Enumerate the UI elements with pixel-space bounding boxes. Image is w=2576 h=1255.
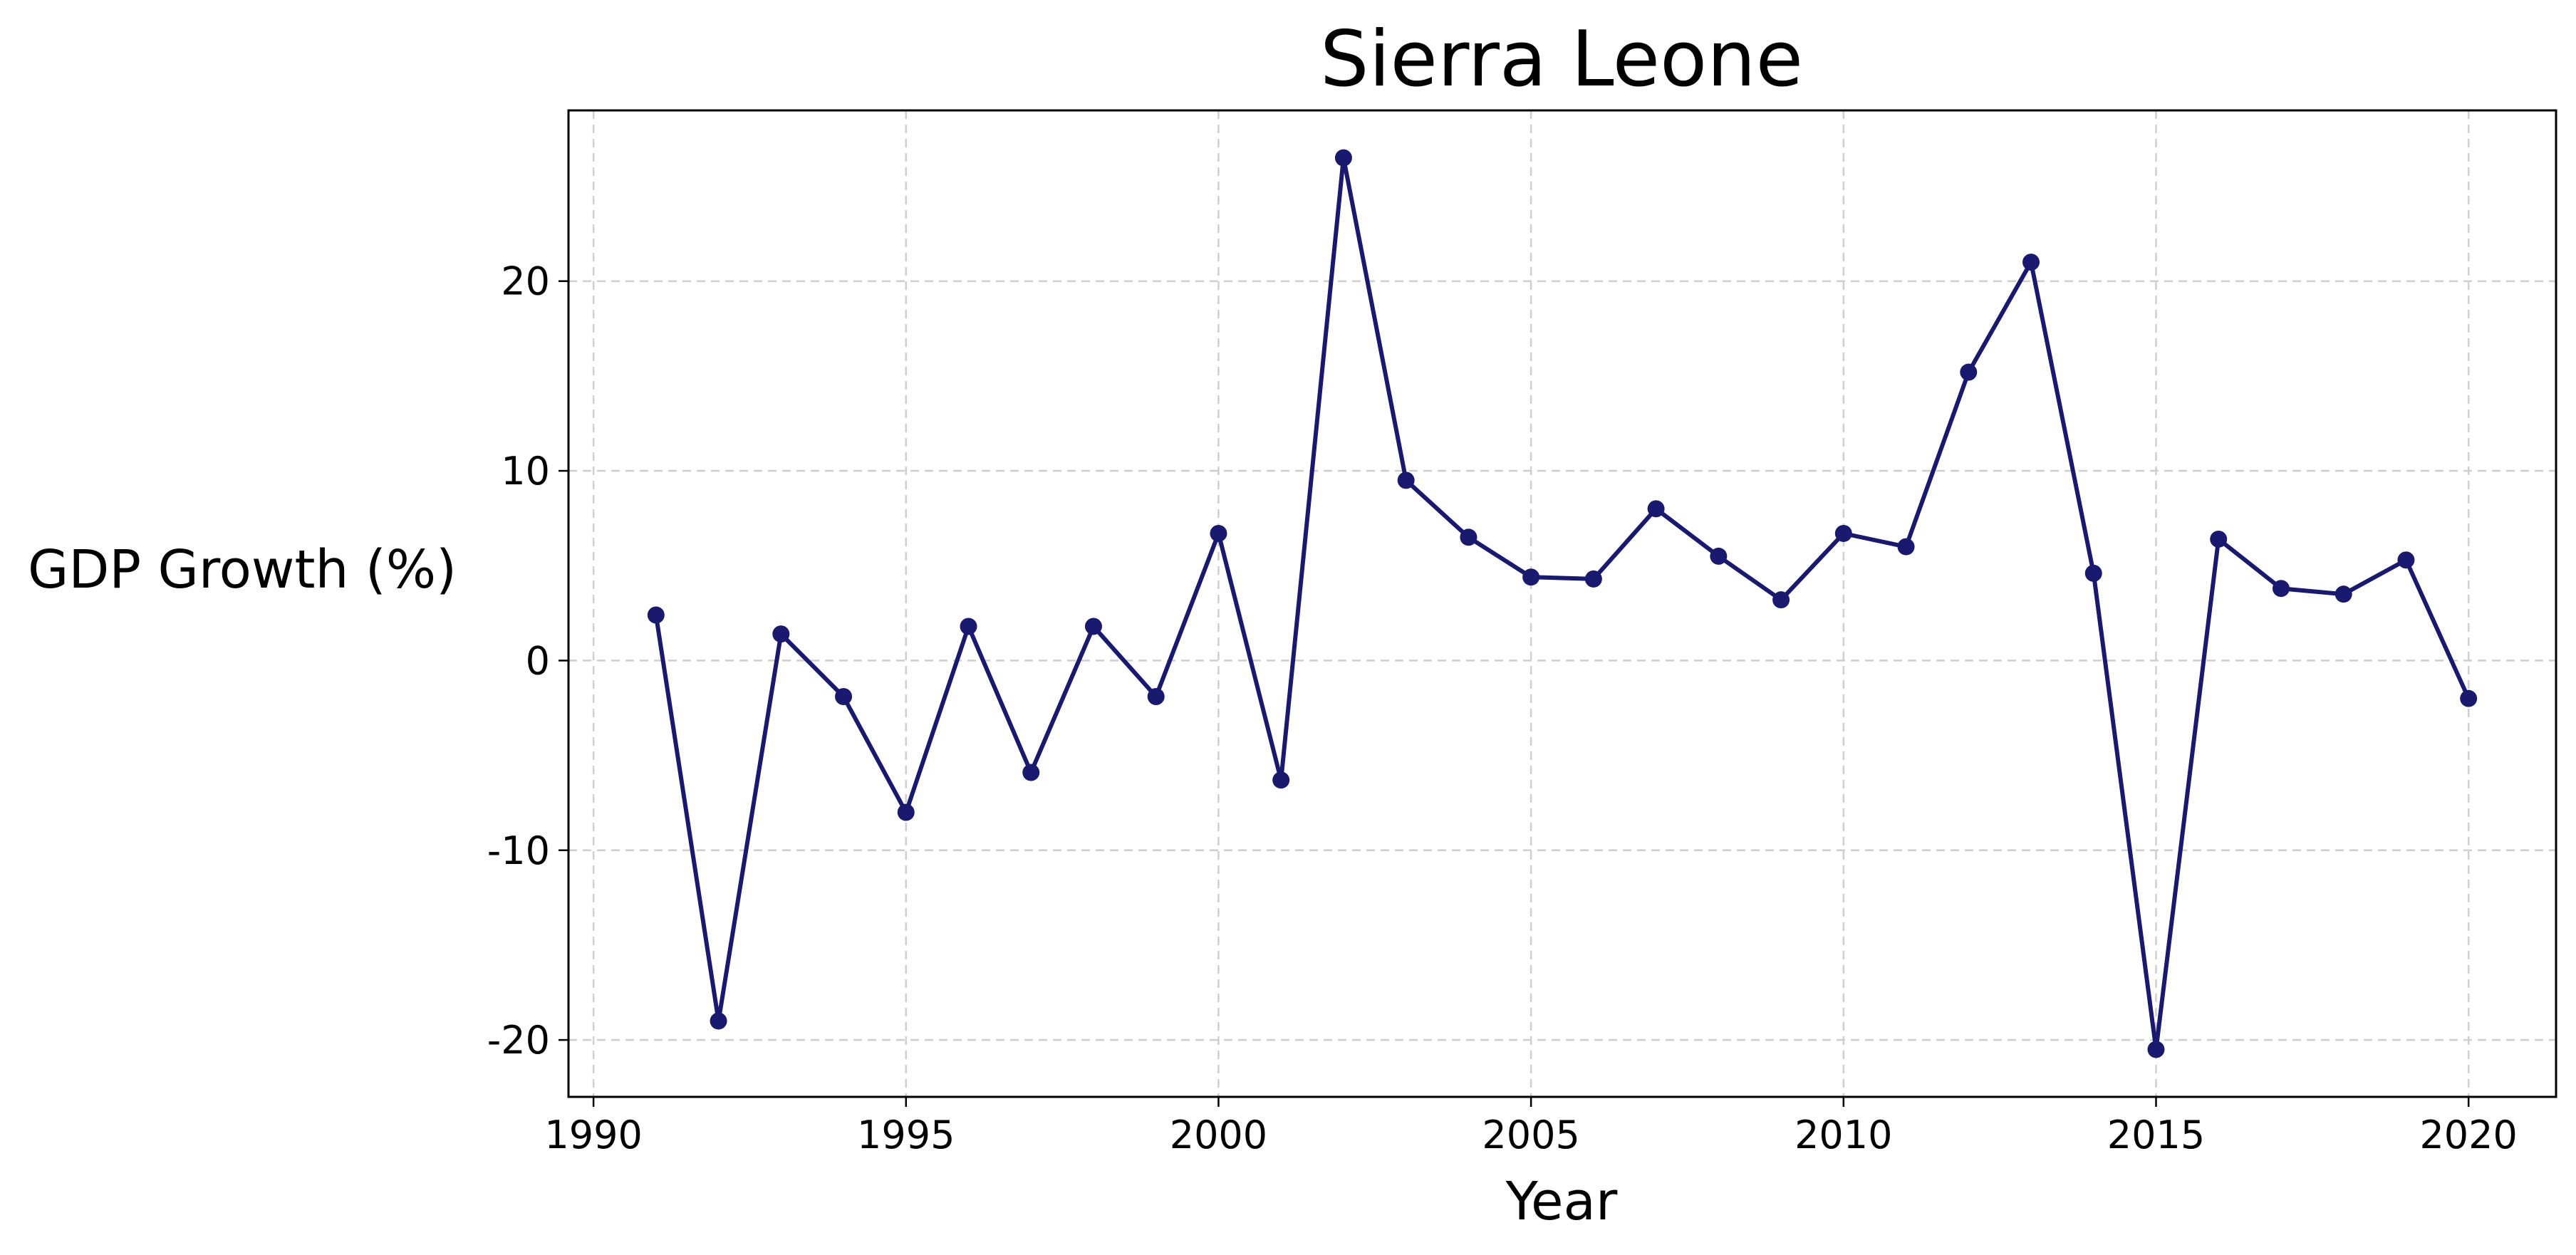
data-point-marker <box>2210 530 2228 548</box>
data-point-marker <box>1334 149 1352 167</box>
data-point-marker <box>2084 564 2102 582</box>
chart-title: Sierra Leone <box>1320 15 1803 104</box>
data-point-marker <box>2147 1041 2165 1058</box>
data-point-marker <box>2397 551 2415 569</box>
x-axis-label: Year <box>1505 1171 1618 1232</box>
x-tick-label: 2010 <box>1795 1113 1892 1157</box>
x-tick-label: 1990 <box>544 1113 642 1157</box>
data-point-marker <box>1897 538 1915 556</box>
y-axis-label: GDP Growth (%) <box>28 539 457 600</box>
grid <box>568 110 2556 1097</box>
x-tick-label: 2000 <box>1170 1113 1267 1157</box>
data-point-marker <box>772 625 790 643</box>
data-point-marker <box>1960 363 1978 381</box>
data-point-marker <box>1522 568 1540 586</box>
data-point-marker <box>1584 570 1602 588</box>
data-point-marker <box>960 618 977 635</box>
data-point-marker <box>2272 580 2290 598</box>
x-tick-label: 1995 <box>857 1113 955 1157</box>
y-tick-label: 20 <box>501 259 550 304</box>
data-point-marker <box>1084 618 1102 635</box>
data-point-marker <box>897 803 915 821</box>
axis-ticks: 1990 1995 2000 2005 2010 2015 2020 -20 -10 0 10 20 <box>487 259 2518 1157</box>
y-tick-label: 0 <box>526 638 550 683</box>
data-point-marker <box>2460 689 2478 707</box>
y-tick-label: -10 <box>487 828 550 873</box>
data-point-marker <box>2334 585 2352 603</box>
series-layer <box>647 149 2478 1058</box>
data-point-marker <box>1460 528 1477 546</box>
y-tick-label: 10 <box>501 449 550 494</box>
data-point-marker <box>1772 591 1790 609</box>
data-point-marker <box>1834 524 1852 542</box>
x-tick-label: 2005 <box>1482 1113 1579 1157</box>
data-point-marker <box>1022 764 1040 781</box>
data-point-marker <box>710 1012 727 1030</box>
data-point-marker <box>1147 688 1165 706</box>
data-point-marker <box>1710 547 1728 565</box>
data-point-marker <box>2022 254 2040 271</box>
data-point-marker <box>1272 771 1290 789</box>
data-point-marker <box>1210 524 1227 542</box>
series-line <box>653 155 2471 1052</box>
plot-area-frame <box>567 109 2557 1098</box>
data-point-marker <box>1397 472 1415 489</box>
x-tick-label: 2015 <box>2107 1113 2205 1157</box>
data-point-marker <box>647 606 665 624</box>
x-tick-label: 2020 <box>2419 1113 2517 1157</box>
data-point-marker <box>835 688 853 706</box>
y-tick-label: -20 <box>487 1018 550 1063</box>
data-point-marker <box>1647 500 1665 518</box>
